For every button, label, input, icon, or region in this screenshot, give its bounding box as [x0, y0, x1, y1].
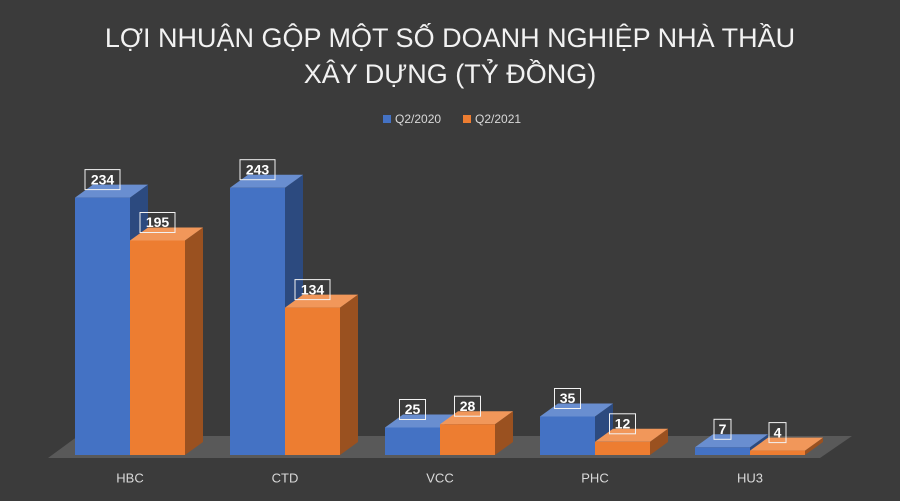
bar-top — [595, 428, 668, 442]
legend-swatch — [463, 115, 471, 123]
data-label-box — [554, 388, 581, 409]
data-label: 7 — [719, 421, 727, 437]
bar-front — [595, 441, 650, 455]
bar-top — [695, 434, 768, 448]
bar-side — [650, 428, 668, 455]
bar-front — [75, 197, 130, 455]
bar-side — [805, 437, 823, 455]
data-label: 4 — [774, 424, 782, 440]
data-label-box — [713, 418, 732, 440]
data-label: 25 — [405, 401, 421, 417]
bar-front — [695, 447, 750, 455]
bar-top — [385, 414, 458, 428]
bar — [285, 294, 358, 455]
bar-front — [440, 424, 495, 455]
data-label: 28 — [460, 398, 476, 414]
legend-label: Q2/2021 — [475, 112, 521, 126]
bar-side — [340, 294, 358, 455]
data-label-box — [239, 159, 276, 181]
bar-top — [750, 437, 823, 451]
bar-front — [130, 240, 185, 455]
x-tick-label: HU3 — [737, 470, 763, 485]
data-label-box — [399, 399, 426, 420]
legend-swatch — [383, 115, 391, 123]
bar — [750, 437, 823, 455]
data-label-box — [294, 279, 331, 301]
bar-front — [230, 187, 285, 455]
chart-title: LỢI NHUẬN GỘP MỘT SỐ DOANH NGHIỆP NHÀ TH… — [104, 23, 796, 89]
bar-top — [130, 227, 203, 241]
data-label: 195 — [146, 214, 170, 230]
data-label-box — [768, 422, 787, 444]
bar — [540, 403, 613, 455]
bar-top — [230, 174, 303, 188]
data-label-box — [454, 395, 481, 417]
data-label: 12 — [615, 416, 631, 432]
bar-front — [385, 427, 440, 455]
bar-top — [75, 184, 148, 198]
x-tick-label: PHC — [581, 470, 608, 485]
bar-side — [185, 227, 203, 455]
bar — [130, 227, 203, 455]
bar-front — [750, 450, 805, 455]
data-label: 243 — [246, 161, 270, 177]
x-tick-label: VCC — [426, 470, 453, 485]
bar — [595, 428, 668, 455]
data-label: 35 — [560, 390, 576, 406]
data-label-box — [609, 413, 636, 435]
bar-top — [440, 411, 513, 425]
bar-front — [540, 416, 595, 455]
bar-side — [495, 411, 513, 455]
data-label: 134 — [301, 281, 325, 297]
data-label: 234 — [91, 171, 115, 187]
data-label-box — [139, 212, 176, 233]
bar-front — [285, 307, 340, 455]
x-tick-label: HBC — [116, 470, 143, 485]
x-tick-label: CTD — [272, 470, 299, 485]
bar — [440, 411, 513, 455]
data-label-box — [84, 169, 121, 191]
legend-label: Q2/2020 — [395, 112, 441, 126]
bar-top — [285, 294, 358, 308]
bar-top — [540, 403, 613, 417]
